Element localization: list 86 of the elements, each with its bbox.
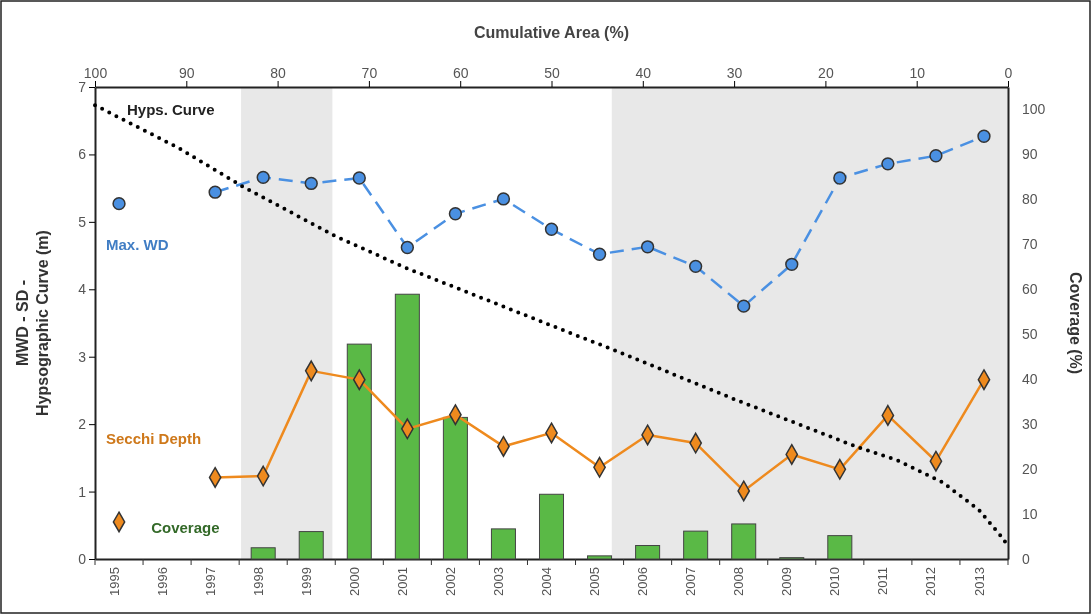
y2-tick-label: 70 [1022, 236, 1038, 253]
y-tick-label: 3 [78, 348, 87, 365]
bar [250, 547, 276, 560]
x-tick-label: 2000 [346, 567, 362, 596]
x2-tick-label: 60 [452, 65, 469, 81]
point [448, 207, 463, 221]
bar [490, 528, 516, 560]
x-tick-label: 1995 [106, 567, 122, 596]
x-tick-label: 2007 [683, 567, 699, 596]
x-tick-label: 2012 [923, 567, 939, 596]
point [929, 149, 943, 163]
x-tick-label: 2005 [587, 567, 603, 596]
y-tick-label: 2 [78, 416, 87, 433]
x2-tick-label: 30 [726, 65, 743, 81]
point [400, 240, 415, 255]
bar [587, 555, 613, 560]
series-label: Hyps. Curve [127, 101, 215, 119]
point [592, 247, 607, 261]
x-tick-label: 1996 [154, 567, 170, 596]
point [640, 240, 655, 254]
bar [731, 523, 757, 560]
point [256, 170, 270, 185]
point [352, 171, 366, 185]
y2-axis-title: Coverage (%) [1067, 271, 1084, 375]
bar [635, 545, 661, 560]
x-tick-label: 2002 [442, 567, 458, 596]
x-tick-label: 2001 [394, 567, 410, 596]
bar [442, 416, 468, 560]
x-tick-label: 2008 [731, 567, 747, 596]
x-tick-label: 1999 [298, 567, 314, 596]
y2-tick-label: 60 [1022, 281, 1038, 298]
y2-tick-label: 50 [1022, 326, 1038, 343]
x-tick-label: 1998 [250, 567, 266, 596]
text: Coverage [151, 519, 220, 536]
x2-axis-title: Cumulative Area (%) [474, 24, 629, 41]
point [496, 192, 511, 206]
point [785, 257, 799, 271]
x-tick-label: 2004 [539, 567, 555, 596]
point [737, 299, 751, 313]
bar [538, 493, 565, 560]
y2-tick-label: 100 [1022, 101, 1046, 118]
bar [298, 531, 324, 560]
point [208, 185, 222, 199]
y2-tick-label: 40 [1022, 371, 1038, 388]
y2-tick-label: 10 [1022, 506, 1038, 523]
y-tick-label: 5 [78, 213, 87, 230]
x2-tick-label: 80 [270, 65, 287, 81]
x2-tick-label: 20 [818, 65, 834, 81]
x2-tick-label: 40 [635, 65, 652, 81]
x2-tick-label: 70 [361, 65, 378, 81]
x2-tick-label: 100 [83, 65, 108, 81]
point [977, 129, 991, 143]
series-label: Max. WD [106, 235, 169, 253]
x-tick-label: 2010 [827, 567, 843, 596]
y2-tick-label: 30 [1022, 416, 1038, 433]
point [544, 222, 559, 236]
x-tick-label: 2006 [635, 567, 651, 596]
x-tick-label: 2003 [491, 567, 506, 596]
y2-tick-label: 0 [1022, 550, 1030, 567]
x-tick-label: 2009 [779, 567, 795, 596]
y-tick-label: 6 [78, 146, 87, 163]
point [304, 176, 318, 191]
y-tick-label: 7 [78, 78, 87, 95]
bar [394, 293, 420, 560]
y2-tick-label: 90 [1022, 146, 1038, 163]
x-tick-label: 2013 [971, 567, 987, 596]
point [112, 197, 126, 211]
bar [827, 535, 853, 560]
x2-tick-label: 10 [909, 65, 926, 81]
series-label: Secchi Depth [106, 429, 202, 447]
x-tick-label: 1997 [202, 567, 218, 596]
x2-tick-label: 50 [544, 65, 560, 81]
y2-tick-label: 20 [1022, 461, 1038, 478]
point [688, 259, 703, 274]
y-tick-label: 4 [78, 281, 87, 298]
y-tick-label: 0 [78, 550, 87, 567]
x-tick-label: 2011 [875, 567, 891, 595]
point [833, 171, 847, 185]
bar [683, 530, 709, 560]
y-tick-label: 1 [78, 483, 87, 500]
point [881, 157, 895, 171]
y2-tick-label: 80 [1022, 191, 1038, 208]
x2-tick-label: 0 [1004, 65, 1013, 81]
x2-tick-label: 90 [179, 65, 195, 81]
bar [346, 343, 372, 560]
y-axis-title: MWD - SD - Hypsographic Curve (m) [14, 230, 51, 416]
